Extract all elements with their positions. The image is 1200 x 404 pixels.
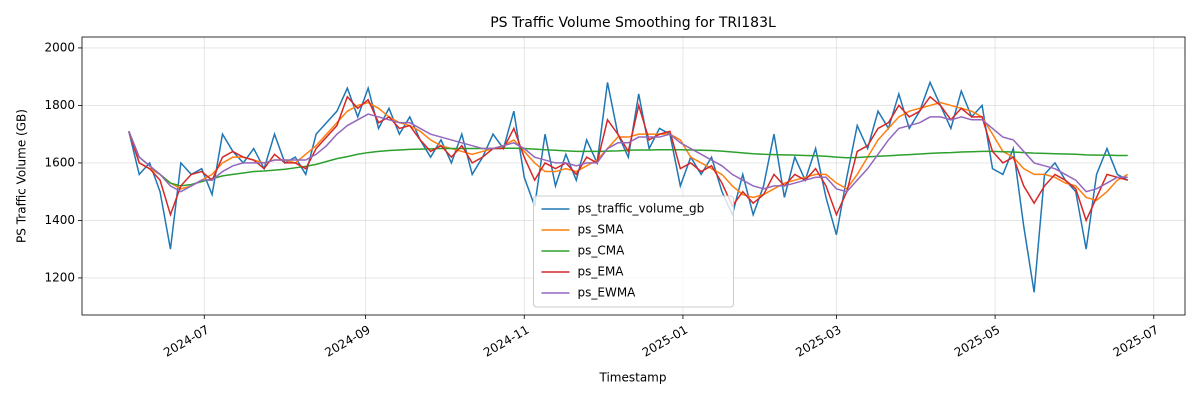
y-tick-label: 1800 [44, 98, 75, 112]
series-line [128, 95, 1128, 223]
chart-title: PS Traffic Volume Smoothing for TRI183L [490, 15, 776, 31]
y-tick-label: 1400 [44, 213, 75, 227]
legend-label: ps_SMA [578, 223, 625, 237]
x-tick-label: 2024-09 [322, 323, 372, 360]
legend-label: ps_CMA [578, 244, 626, 258]
x-tick-label: 2025-03 [793, 323, 843, 360]
plot-frame [81, 36, 1186, 316]
y-axis-label: PS Traffic Volume (GB) [15, 109, 29, 243]
legend-frame [533, 195, 734, 308]
legend-label: ps_traffic_volume_gb [578, 202, 705, 216]
legend-label: ps_EMA [578, 265, 625, 279]
x-tick-label: 2024-07 [161, 323, 211, 360]
y-tick-label: 2000 [44, 40, 75, 54]
x-tick-label: 2024-11 [481, 323, 531, 360]
series-line [128, 80, 1129, 293]
series-line [128, 113, 1128, 193]
y-tick-label: 1200 [44, 270, 75, 284]
x-tick-label: 2025-05 [952, 323, 1002, 360]
legend-label: ps_EWMA [578, 286, 637, 300]
x-tick-label: 2025-07 [1111, 323, 1161, 360]
y-tick-label: 1600 [44, 155, 75, 169]
x-tick-label: 2025-01 [640, 323, 690, 360]
x-axis-label: Timestamp [599, 371, 667, 385]
